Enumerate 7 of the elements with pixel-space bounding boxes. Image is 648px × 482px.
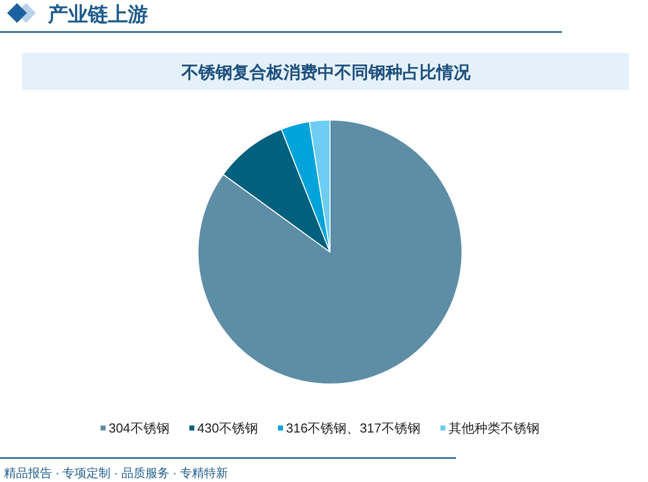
legend-label: 304不锈钢: [108, 420, 170, 436]
annotation: 精品报告 · 专项定制 · 品质服务 · 专精特新: [4, 466, 228, 480]
legend-label: 其他种类不锈钢: [448, 420, 540, 436]
legend-label: 316不锈钢、317不锈钢: [286, 420, 420, 436]
annotation: 产业链上游: [48, 4, 148, 26]
title: 不锈钢复合板消费中不同钢种占比情况: [182, 63, 470, 82]
legend-label: 430不锈钢: [197, 420, 258, 436]
